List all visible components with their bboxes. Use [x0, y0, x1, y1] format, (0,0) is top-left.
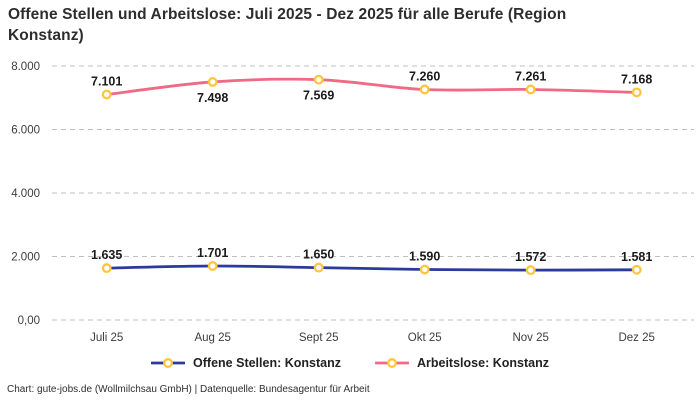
chart-title: Offene Stellen und Arbeitslose: Juli 202… — [8, 6, 567, 45]
data-point-label: 7.101 — [91, 75, 122, 89]
data-point-label: 1.650 — [303, 248, 334, 262]
series-line — [105, 264, 639, 272]
y-tick-label: 8.000 — [11, 61, 40, 73]
data-point-label: 7.569 — [303, 89, 334, 103]
data-point-marker — [419, 84, 430, 95]
data-point-label: 7.498 — [197, 91, 228, 105]
legend-item-offene-stellen-konstanz[interactable]: Offene Stellen: Konstanz — [151, 356, 341, 370]
x-tick-label: Juli 25 — [90, 332, 123, 344]
legend-label: Arbeitslose: Konstanz — [416, 356, 549, 370]
data-point-marker — [313, 74, 324, 85]
data-point-marker — [101, 89, 112, 100]
chart-footer-source: Chart: gute-jobs.de (Wollmilchsau GmbH) … — [7, 384, 370, 395]
x-tick-label: Dez 25 — [618, 332, 654, 344]
x-tick-label: Okt 25 — [408, 332, 442, 344]
data-point-marker — [525, 265, 536, 276]
data-point-label: 1.635 — [91, 248, 122, 262]
x-tick-label: Nov 25 — [512, 332, 548, 344]
line-chart-plot-area: 0,00 2.000 4.000 6.000 8.000 Juli 25 Aug 25 Sep… — [11, 61, 694, 344]
data-point-marker — [101, 263, 112, 274]
chart-legend: Offene Stellen: Konstanz Arbeitslose: Kon… — [0, 356, 700, 370]
x-tick-label: Aug 25 — [194, 332, 230, 344]
legend-line-marker-icon — [151, 358, 186, 368]
data-point-label: 1.581 — [621, 250, 652, 264]
data-point-marker — [313, 262, 324, 273]
y-tick-label: 0,00 — [18, 315, 40, 327]
data-point-marker — [631, 87, 642, 98]
data-point-label: 7.168 — [621, 72, 652, 86]
y-tick-label: 2.000 — [11, 252, 40, 264]
series-line — [105, 77, 639, 96]
legend-item-arbeitslose-konstanz[interactable]: Arbeitslose: Konstanz — [374, 356, 549, 370]
data-point-label: 1.590 — [409, 250, 440, 264]
x-tick-label: Sept 25 — [299, 332, 339, 344]
data-point-marker — [207, 261, 218, 271]
data-point-marker — [631, 264, 642, 275]
y-tick-label: 4.000 — [11, 188, 40, 200]
data-point-label: 7.261 — [515, 69, 546, 83]
data-point-marker — [419, 264, 430, 275]
data-point-marker — [207, 76, 218, 87]
data-point-label: 1.572 — [515, 250, 546, 264]
data-point-label: 7.260 — [409, 69, 440, 83]
y-tick-label: 6.000 — [11, 125, 40, 137]
data-point-marker — [525, 84, 536, 95]
data-point-label: 1.701 — [197, 246, 228, 260]
legend-label: Offene Stellen: Konstanz — [193, 356, 341, 370]
legend-line-marker-icon — [374, 358, 409, 368]
